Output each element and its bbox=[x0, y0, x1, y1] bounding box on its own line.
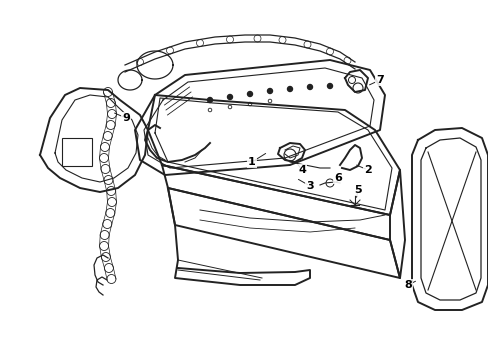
Circle shape bbox=[227, 94, 232, 99]
Circle shape bbox=[267, 89, 272, 94]
Circle shape bbox=[207, 98, 212, 103]
Bar bbox=[62, 138, 92, 166]
Text: 7: 7 bbox=[375, 75, 383, 85]
Circle shape bbox=[287, 86, 292, 91]
Circle shape bbox=[327, 84, 332, 89]
Text: 4: 4 bbox=[298, 165, 305, 175]
Circle shape bbox=[307, 85, 312, 90]
Text: 8: 8 bbox=[403, 280, 411, 290]
Text: 9: 9 bbox=[122, 113, 130, 123]
Text: 1: 1 bbox=[247, 157, 255, 167]
Circle shape bbox=[247, 91, 252, 96]
Text: 6: 6 bbox=[333, 173, 341, 183]
Text: 5: 5 bbox=[353, 185, 361, 195]
Text: 3: 3 bbox=[305, 181, 313, 191]
Text: 2: 2 bbox=[364, 165, 371, 175]
